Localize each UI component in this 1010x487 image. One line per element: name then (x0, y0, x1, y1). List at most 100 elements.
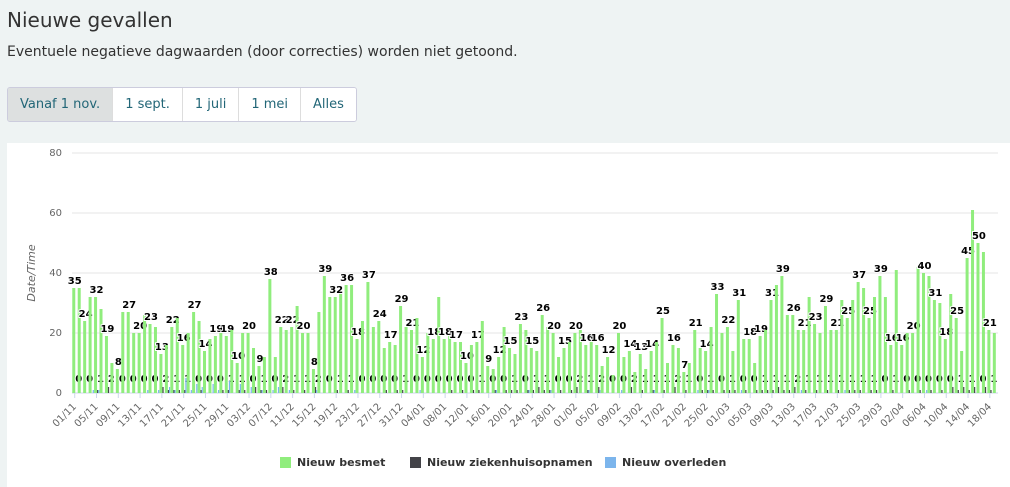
bar (322, 276, 326, 393)
bar (701, 390, 703, 393)
bar (589, 342, 593, 393)
bar (981, 252, 985, 393)
bar (851, 300, 855, 393)
bar (715, 294, 719, 393)
bar (984, 387, 987, 393)
bar (952, 387, 954, 393)
bar (196, 384, 198, 393)
x-tick-label: 08/01 (421, 401, 449, 429)
bar (505, 390, 507, 393)
bar (941, 390, 943, 393)
bar (796, 330, 800, 393)
bar (709, 327, 713, 393)
bar (892, 390, 894, 393)
bar (666, 363, 669, 393)
data-label: 21 (689, 318, 703, 329)
bar (316, 390, 318, 393)
bar (419, 390, 421, 393)
bar (480, 321, 484, 393)
data-label: 38 (264, 267, 278, 278)
bar (282, 387, 284, 393)
bar (262, 357, 266, 393)
bar (409, 330, 413, 393)
data-label: 17 (384, 330, 398, 341)
bar (652, 390, 654, 393)
bar (201, 387, 203, 393)
bar (649, 351, 653, 393)
bar (442, 339, 446, 393)
bar (848, 390, 850, 393)
bar (255, 387, 257, 393)
bar (560, 390, 562, 393)
bar (557, 357, 561, 393)
bar (905, 333, 909, 393)
bar (306, 333, 310, 393)
bar (638, 354, 642, 393)
bar (777, 387, 780, 393)
bar (627, 351, 631, 393)
x-tick-label: 31/12 (378, 401, 406, 429)
range-button[interactable]: 1 sept. (113, 88, 183, 121)
bar (511, 390, 513, 393)
bar (147, 390, 149, 393)
range-button[interactable]: 1 mei (239, 88, 302, 121)
data-label: 20 (297, 321, 311, 332)
bar (761, 390, 763, 393)
data-label: 22 (275, 315, 289, 326)
bar (916, 267, 920, 393)
bar (388, 342, 392, 393)
bar (644, 369, 648, 393)
chart: Date/Time 02040608001/1135024005/1132119… (7, 143, 1010, 487)
bar (238, 390, 240, 393)
bar (829, 330, 833, 393)
bar (495, 390, 497, 393)
bar (228, 381, 231, 393)
bar (745, 390, 747, 393)
bar (562, 348, 566, 393)
bar (197, 321, 201, 393)
bar (630, 387, 633, 393)
range-button[interactable]: 1 juli (182, 88, 240, 121)
bar (168, 387, 171, 393)
data-label: 8 (311, 357, 318, 368)
data-label: 39 (318, 264, 332, 275)
bar (246, 333, 250, 393)
bar (731, 351, 735, 393)
data-label: 37 (362, 270, 376, 281)
data-label: 16 (667, 333, 681, 344)
bar (845, 318, 849, 393)
bar (800, 390, 803, 393)
bar (354, 390, 356, 393)
legend-swatch (605, 457, 616, 468)
bar (181, 345, 185, 393)
bar (859, 390, 861, 393)
data-label: 37 (852, 270, 866, 281)
bar (97, 390, 99, 393)
data-label: 21 (983, 318, 997, 329)
bar (115, 369, 119, 393)
range-button[interactable]: Vanaf 1 nov. (8, 88, 114, 121)
bar (595, 345, 599, 393)
bar (693, 330, 697, 393)
bar (143, 315, 147, 393)
bar (518, 324, 522, 393)
y-tick-label: 20 (49, 328, 62, 339)
bar (878, 276, 882, 393)
y-tick-label: 60 (49, 208, 62, 219)
bar (641, 390, 643, 393)
data-label: 20 (242, 321, 256, 332)
bar (273, 357, 277, 393)
data-label: 18 (743, 327, 757, 338)
bar (333, 297, 337, 393)
bar (212, 384, 214, 393)
bar (371, 327, 375, 393)
bar (415, 318, 419, 393)
data-label: 8 (115, 357, 122, 368)
data-label: 35 (68, 276, 82, 287)
bar (957, 390, 959, 393)
range-button[interactable]: Alles (301, 88, 356, 121)
bar (190, 390, 192, 393)
y-tick-label: 0 (56, 388, 62, 399)
data-label: 16 (580, 333, 594, 344)
data-label: 27 (122, 300, 136, 311)
